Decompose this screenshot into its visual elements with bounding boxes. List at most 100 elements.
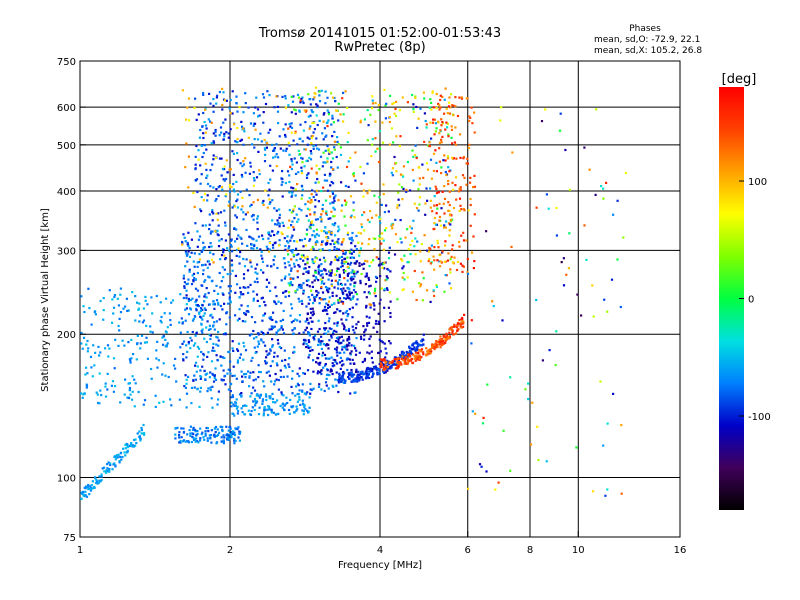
data-point [347,327,351,331]
data-point [418,349,421,352]
data-point [317,291,320,294]
data-point [106,463,109,466]
data-point [185,254,189,257]
data-point [341,301,345,304]
data-point [133,378,136,381]
data-point [206,266,209,269]
data-point [91,480,94,483]
data-point [314,241,317,244]
data-point [257,394,260,397]
data-point [331,239,334,242]
data-point [326,239,329,242]
data-point [240,138,243,141]
data-point [332,333,335,336]
data-point [199,208,202,211]
data-point [447,166,450,169]
data-point [194,287,198,290]
data-point [116,454,119,457]
data-point [287,294,291,298]
data-point [263,385,266,388]
data-point [222,121,225,124]
data-point [261,400,264,403]
data-point [269,241,272,245]
data-point [468,119,471,123]
data-point [210,245,213,248]
data-point [277,342,280,345]
data-point [228,190,232,193]
data-point [296,240,299,243]
data-point [294,172,298,175]
data-point [322,186,325,189]
data-point [327,230,330,234]
data-point [205,426,208,430]
data-point [362,172,365,175]
data-point [438,338,441,342]
data-point [422,176,425,179]
data-point [358,254,361,257]
data-point [282,309,285,312]
data-point [401,267,404,270]
data-point [272,411,276,414]
data-point [221,428,224,432]
data-point [190,283,194,286]
data-point [448,190,451,193]
data-point [447,133,450,136]
data-point [383,88,386,91]
data-point [214,425,218,429]
data-point [343,215,346,218]
data-point [323,112,326,115]
data-point [399,353,402,357]
data-point [333,146,336,149]
data-point [209,120,212,123]
data-point [271,199,274,202]
data-point [80,491,83,494]
data-point [258,370,261,374]
data-point [336,322,339,325]
data-point [318,100,322,103]
data-point [203,312,206,315]
data-point [321,298,325,301]
data-point [486,383,489,386]
data-point [309,114,312,117]
data-point [202,273,205,276]
data-point [408,353,411,356]
data-point [188,119,191,122]
data-point [280,326,283,329]
data-point [322,343,325,346]
data-point [237,426,240,429]
data-point [237,342,241,345]
data-point [97,345,100,348]
data-point [331,157,335,160]
data-point [388,361,391,364]
data-point [217,398,220,401]
data-point [378,147,381,150]
data-point [330,269,333,272]
data-point [594,193,597,196]
data-point [449,106,452,109]
data-point [185,344,188,347]
data-point [252,171,255,174]
data-point [447,201,450,204]
data-point [332,331,335,334]
data-point [317,279,320,282]
data-point [108,289,111,292]
data-point [300,172,304,175]
data-point [414,96,417,99]
data-point [442,159,445,162]
data-point [433,344,436,347]
data-point [595,108,598,111]
data-point [257,364,260,367]
data-point [355,260,359,263]
data-point [237,436,240,439]
phase-stats-x: mean, sd,X: 105.2, 26.8 [594,46,702,56]
data-point [281,403,284,406]
data-point [443,226,446,229]
data-point [315,290,318,293]
data-point [346,337,349,341]
data-point [158,401,161,404]
data-point [429,352,432,355]
data-point [347,335,351,339]
data-point [309,158,313,161]
data-point [600,185,603,188]
data-point [346,368,349,372]
